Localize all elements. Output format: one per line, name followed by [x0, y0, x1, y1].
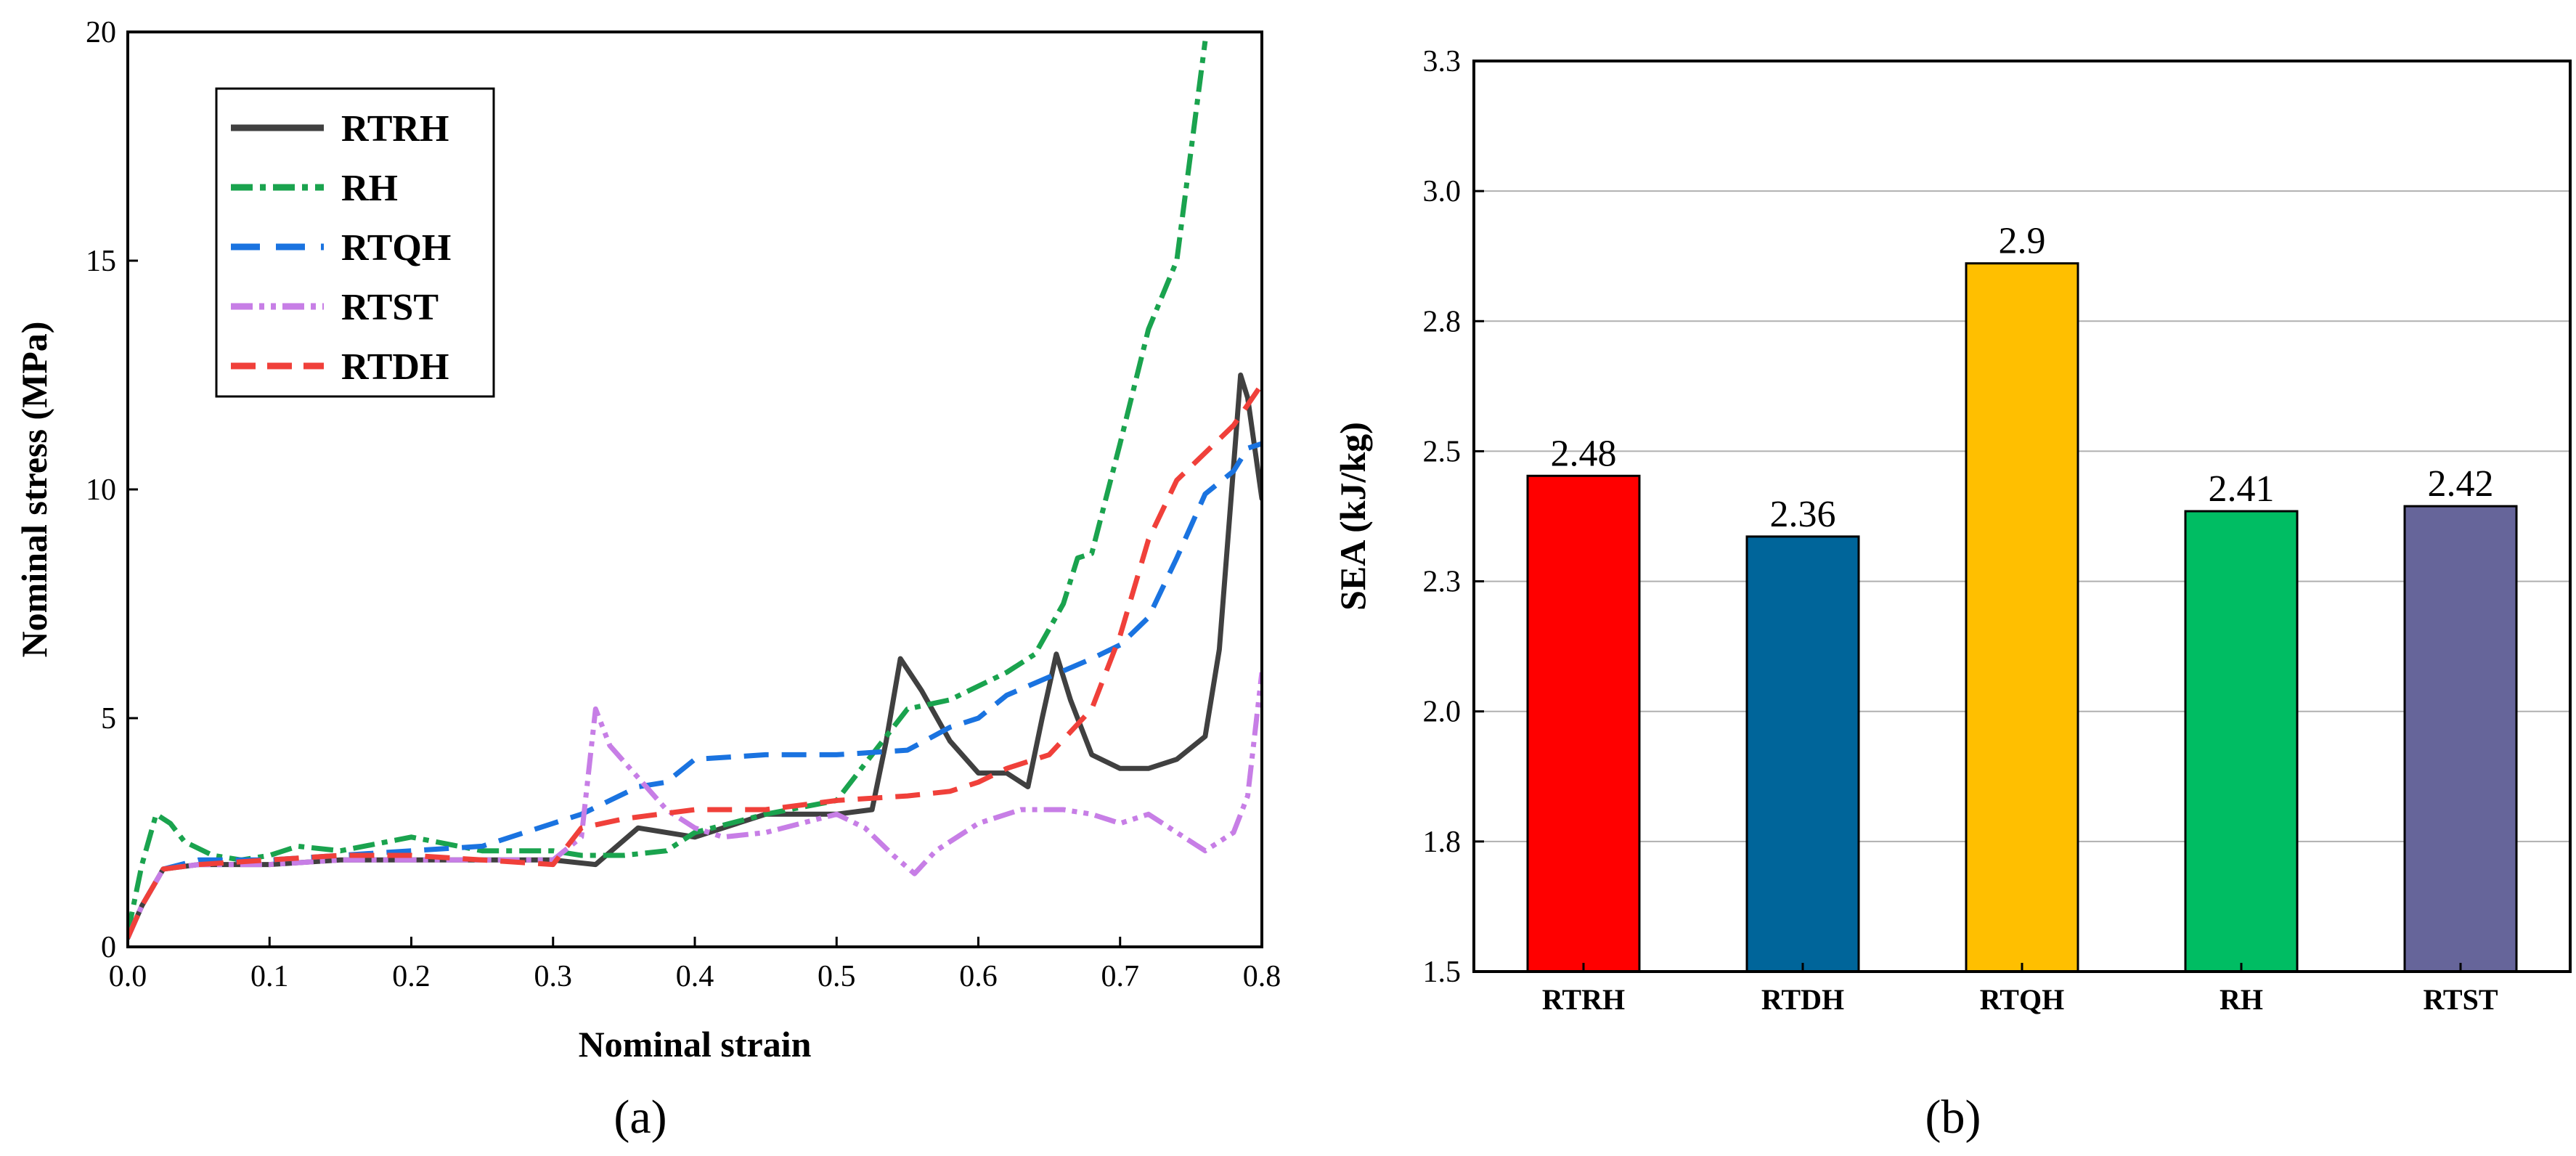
panel-label-a: (a): [614, 1091, 667, 1144]
legend-label-rtdh: RTDH: [341, 346, 449, 388]
y-tick-label: 15: [86, 245, 116, 278]
panel-a-line-chart: 0.0 0.1 0.2 0.3 0.4 0.5 0.6 0.7 0.8 0 5 10 15 20 Nom…: [14, 16, 1281, 1144]
legend-label-rtst: RTST: [341, 287, 439, 328]
series-line-rtrh: [128, 373, 1262, 940]
y-tick-label-b: 3.3: [1423, 45, 1462, 78]
y-tick-label-b: 1.8: [1423, 826, 1462, 859]
bar-rh: [2184, 510, 2299, 973]
y-tick-label-b: 2.0: [1423, 696, 1462, 729]
x-axis-categories: RTRH RTDH RTQH RH RTST: [1542, 963, 2498, 1016]
legend: RTRH RH RTQH RTST RTDH: [215, 87, 495, 398]
y-axis-ticks: 0 5 10 15 20: [86, 16, 138, 964]
panel-label-b: (b): [1925, 1091, 1981, 1144]
legend-box: [215, 87, 495, 398]
bars-group: 2.48 2.36 2.9 2.41 2.42: [1526, 221, 2518, 973]
series-line-rtst: [128, 672, 1262, 939]
y-tick-label-b: 3.0: [1423, 175, 1462, 208]
y-tick-label: 0: [101, 931, 116, 964]
y-tick-label: 5: [101, 702, 116, 736]
data-label-rtst: 2.42: [2428, 463, 2494, 505]
y-tick-label: 10: [86, 473, 116, 507]
data-label-rh: 2.41: [2209, 468, 2275, 510]
x-tick-label: 0.0: [109, 960, 147, 993]
category-label-rtst: RTST: [2423, 983, 2498, 1016]
x-tick-label: 0.2: [392, 960, 431, 993]
series-line-rtdh: [128, 383, 1262, 939]
x-tick-label: 0.7: [1101, 960, 1140, 993]
x-axis-ticks: 0.0 0.1 0.2 0.3 0.4 0.5 0.6 0.7 0.8: [109, 937, 1281, 993]
bar-rtqh: [1965, 262, 2079, 973]
legend-label-rtrh: RTRH: [341, 108, 449, 150]
legend-label-rh: RH: [341, 168, 398, 209]
data-label-rtdh: 2.36: [1770, 494, 1836, 535]
data-label-rtrh: 2.48: [1551, 433, 1617, 474]
y-tick-label-b: 2.5: [1423, 435, 1462, 468]
category-label-rh: RH: [2220, 983, 2263, 1016]
y-axis-title: Nominal stress (MPa): [14, 322, 54, 658]
panel-b-bar-chart: 2.48 2.36 2.9 2.41 2.42 1.5 1.8 2.0 2.3 2.5 2.8 3.…: [1332, 45, 2572, 1144]
x-tick-label: 0.1: [250, 960, 289, 993]
category-label-rtdh: RTDH: [1761, 983, 1844, 1016]
y-tick-label-b: 2.8: [1423, 305, 1462, 338]
bar-rtrh: [1526, 474, 1641, 973]
data-label-rtqh: 2.9: [1999, 221, 2046, 262]
line-series-group: [128, 41, 1262, 940]
y-axis-title-b: SEA (kJ/kg): [1332, 422, 1373, 611]
category-label-rtrh: RTRH: [1542, 983, 1625, 1016]
y-tick-label: 20: [86, 16, 116, 49]
bar-rtst: [2403, 505, 2518, 973]
x-tick-label: 0.3: [534, 960, 573, 993]
bar-rtdh: [1745, 535, 1860, 973]
category-label-rtqh: RTQH: [1980, 983, 2064, 1016]
x-tick-label: 0.8: [1243, 960, 1281, 993]
x-tick-label: 0.6: [959, 960, 998, 993]
y-axis-ticks-b: 1.5 1.8 2.0 2.3 2.5 2.8 3.0 3.3: [1423, 45, 1484, 989]
series-line-rh: [128, 41, 1208, 934]
x-tick-label: 0.5: [818, 960, 856, 993]
x-axis-title: Nominal strain: [579, 1024, 812, 1065]
y-tick-label-b: 2.3: [1423, 566, 1462, 599]
x-tick-label: 0.4: [676, 960, 714, 993]
y-tick-label-b: 1.5: [1423, 956, 1462, 989]
legend-label-rtqh: RTQH: [341, 227, 451, 269]
